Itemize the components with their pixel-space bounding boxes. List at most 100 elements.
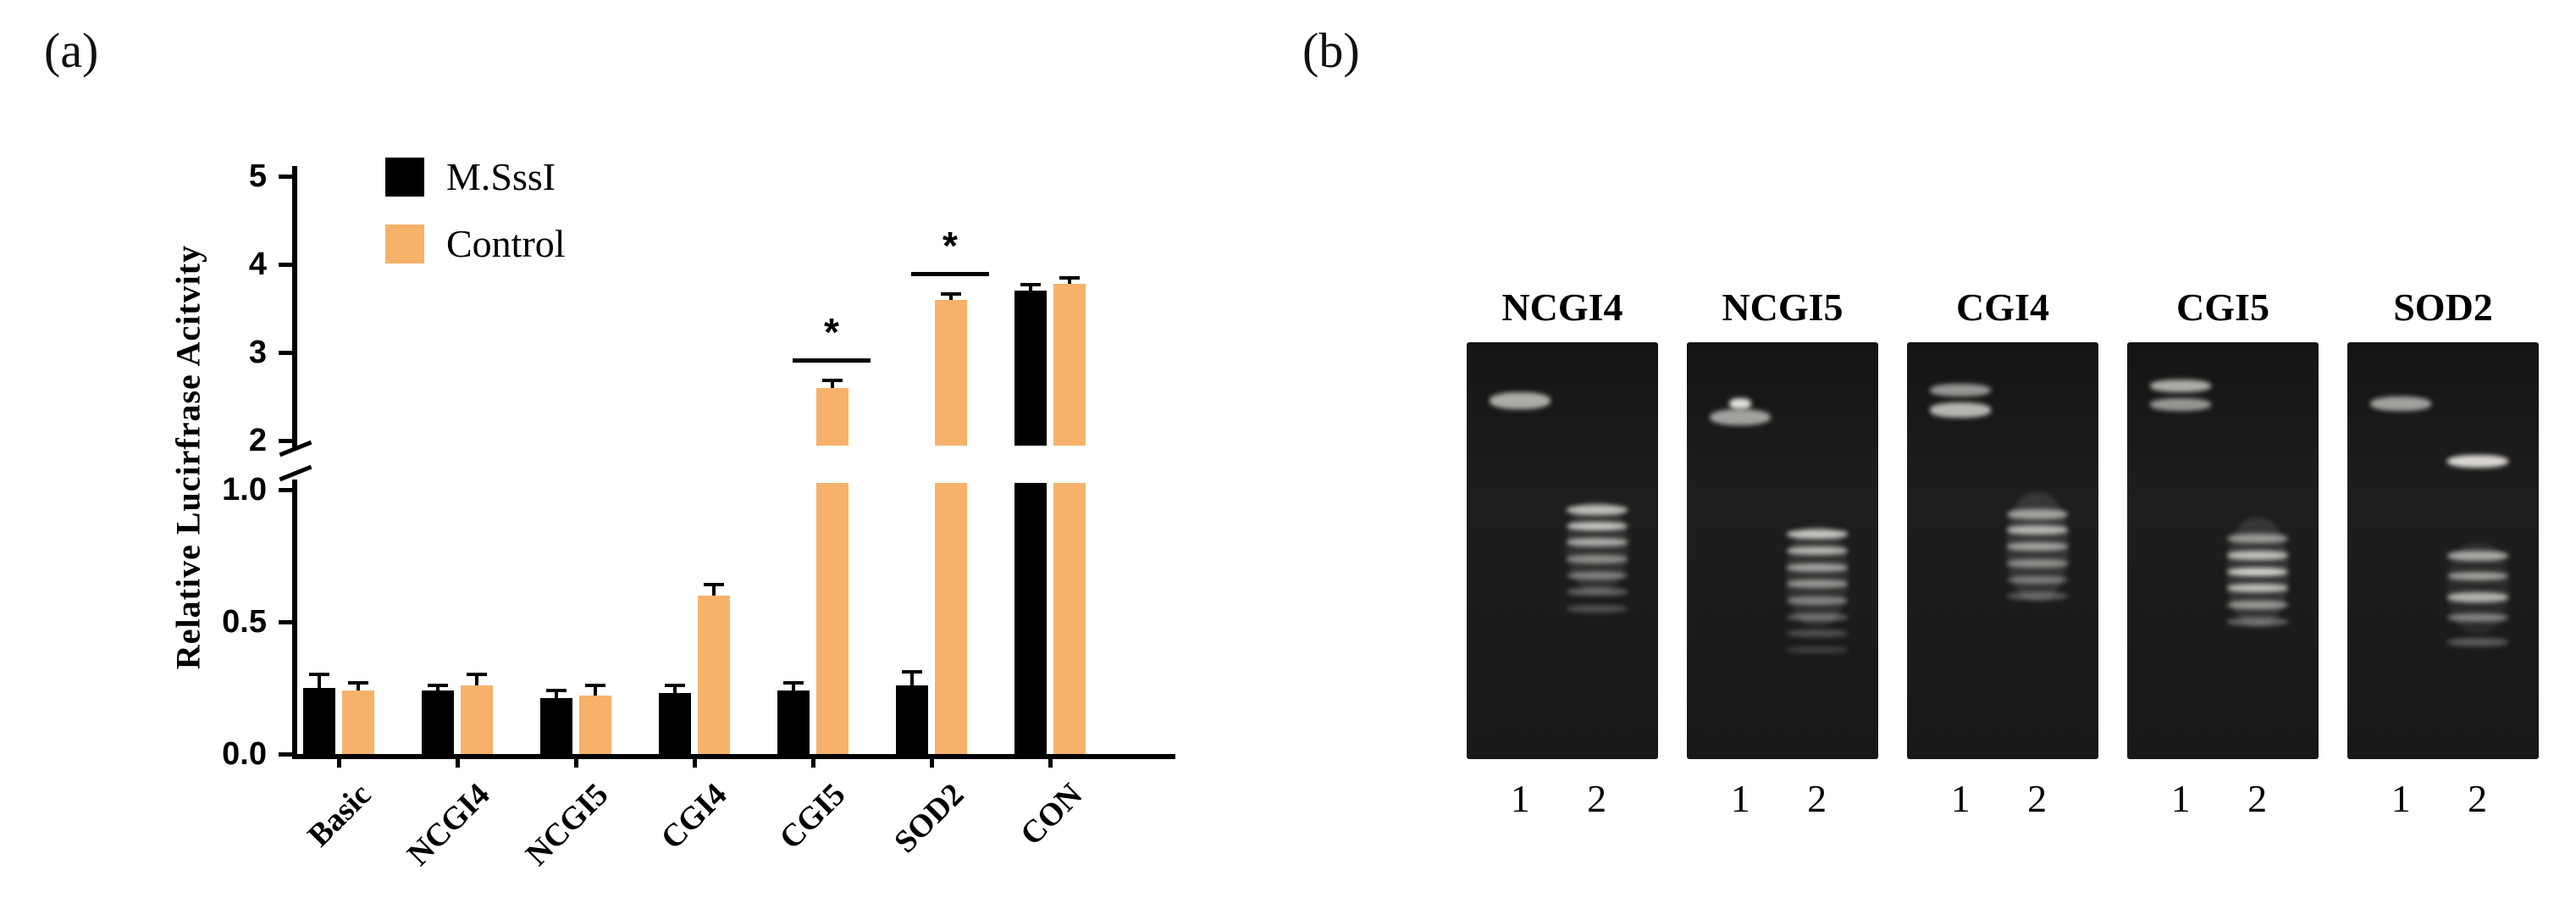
chart-legend: M.SssI Control: [385, 154, 566, 266]
gel-band: [1786, 563, 1848, 572]
gel-band: [1786, 629, 1848, 638]
x-tick: [1048, 759, 1053, 768]
gel-band: [1566, 500, 1628, 593]
error-bar-cap: [704, 583, 724, 587]
lane-label-cgi4-1: 1: [1950, 777, 1971, 820]
gel-band: [2226, 567, 2288, 577]
bar-control-cgi4: [698, 595, 730, 754]
error-bar-cap: [348, 680, 368, 685]
gel-band: [2226, 534, 2288, 544]
error-bar-stem: [1029, 284, 1032, 291]
x-tick: [574, 759, 578, 768]
error-bar-cap: [941, 292, 961, 297]
y-tick: [279, 263, 292, 267]
x-tick: [337, 759, 341, 768]
error-bar-cap: [428, 683, 448, 687]
gel-band: [1786, 530, 1848, 540]
gel-band: [2446, 638, 2508, 647]
gel-image-cgi5: [2127, 342, 2319, 759]
gel-band: [1566, 504, 1628, 515]
plot-area: 0.0 0.5 1.0 2 3 4 5 Basic NCGI4 NCGI5 CGI4 CGI5 SOD2…: [0, 0, 1287, 915]
gel-band: [1786, 546, 1848, 555]
y-tick-label: 4: [248, 247, 267, 282]
x-tick: [456, 759, 460, 768]
gel-image-cgi4: [1907, 342, 2098, 759]
lane-label-ncgi4-2: 2: [1587, 777, 1607, 820]
legend-item-control: Control: [385, 221, 566, 266]
gel-band: [1566, 588, 1628, 596]
bar-m.sssi-cgi4: [659, 693, 691, 754]
lane-label-ncgi4-1: 1: [1510, 777, 1530, 820]
legend-label-msssi: M.SssI: [446, 155, 556, 198]
significance-star: *: [824, 310, 839, 355]
bar-chart: Relative Lucirfrase Acitvity M.SssI Cont…: [0, 0, 1287, 915]
error-bar-stem: [910, 672, 914, 685]
gel-band: [1566, 554, 1628, 563]
gel-band: [2006, 508, 2068, 519]
bar-m.sssi-ncgi5: [540, 698, 572, 754]
gel-band: [1566, 538, 1628, 547]
gel-band: [2006, 542, 2068, 551]
gel-band: [2370, 396, 2432, 412]
error-bar-cap: [309, 673, 329, 677]
gel-title-cgi4: CGI4: [1956, 286, 2049, 329]
error-bar-stem: [1068, 277, 1071, 284]
gel-band: [1729, 398, 1752, 409]
error-bar-cap: [665, 683, 685, 687]
gel-band: [1490, 392, 1551, 409]
gel-band: [1566, 571, 1628, 580]
gel-band: [1930, 384, 1992, 396]
gel-band: [2446, 454, 2508, 468]
gel-band: [2150, 398, 2212, 412]
bar-control-ncgi5: [579, 696, 611, 754]
error-bar-stem: [475, 674, 478, 685]
bar-control-ncgi4: [461, 685, 493, 754]
y-tick: [279, 488, 292, 492]
y-tick-label: 5: [248, 158, 267, 194]
lane-label-ncgi5-1: 1: [1730, 777, 1750, 820]
gel-band: [2446, 551, 2508, 561]
gel-band: [2446, 592, 2508, 602]
gel-band: [2006, 575, 2068, 585]
legend-swatch-msssi: [385, 157, 424, 197]
y-tick-label: 0.0: [222, 736, 267, 772]
gel-band: [1786, 613, 1848, 621]
error-bar-stem: [949, 294, 953, 300]
error-bar-cap: [585, 683, 605, 687]
error-bar-cap: [1059, 275, 1080, 280]
error-bar-cap: [1020, 282, 1041, 286]
lane-label-cgi4-2: 2: [2027, 777, 2048, 820]
bar-m.sssi-sod2: [896, 685, 928, 754]
error-bar-stem: [436, 685, 439, 691]
gel-image-ncgi4: [1467, 342, 1658, 759]
legend-label-control: Control: [446, 222, 566, 265]
error-bar-cap: [467, 673, 487, 677]
error-bar-stem: [594, 685, 597, 696]
bar-m.sssi-ncgi4: [422, 690, 454, 754]
gel-band: [1930, 402, 1992, 418]
lane-label-sod2-2: 2: [2468, 777, 2488, 820]
lane-label-sod2-1: 1: [2391, 777, 2411, 820]
lane-label-ncgi5-2: 2: [1807, 777, 1827, 820]
y-tick: [279, 620, 292, 624]
lane-label-cgi5-2: 2: [2247, 777, 2268, 820]
bar-control-con: [1053, 283, 1086, 754]
error-bar-cap: [902, 670, 922, 674]
lane-label-cgi5-1: 1: [2170, 777, 2191, 820]
error-bar-cap: [783, 680, 804, 685]
error-bar-stem: [555, 690, 558, 699]
significance-line: [793, 358, 871, 363]
legend-item-msssi: M.SssI: [385, 154, 566, 199]
error-bar-cap: [822, 379, 843, 383]
axis-break-band: [297, 446, 1175, 483]
error-bar-stem: [712, 585, 716, 596]
bar-m.sssi-cgi5: [777, 690, 810, 754]
y-tick-label: 2: [248, 423, 267, 458]
error-bar-stem: [831, 380, 834, 388]
gel-title-cgi5: CGI5: [2176, 286, 2269, 329]
legend-swatch-control: [385, 224, 424, 263]
panel-b-label: (b): [1302, 23, 1360, 78]
gel-band: [1786, 646, 1848, 654]
gel-band: [2226, 584, 2288, 593]
